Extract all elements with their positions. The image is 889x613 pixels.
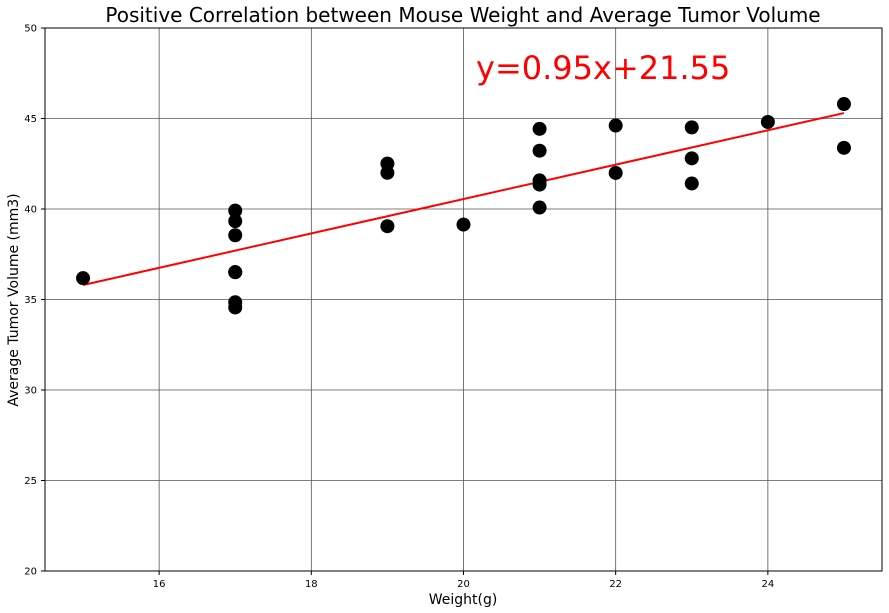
data-point: [532, 200, 547, 215]
data-point: [380, 219, 395, 234]
plot-frame: [44, 27, 883, 572]
y-axis-label: Average Tumor Volume (mm3): [6, 193, 22, 406]
data-point: [532, 121, 547, 136]
axis-ticks: 16 18 20 22 24 20 25 30 35 40 45 50: [24, 24, 774, 591]
y-tick-label: 20: [24, 567, 37, 578]
data-point: [228, 228, 243, 243]
x-tick-label: 24: [761, 579, 774, 590]
data-point: [228, 203, 243, 218]
y-tick-label: 30: [24, 386, 37, 397]
x-tick-label: 18: [305, 579, 318, 590]
data-point: [608, 165, 623, 180]
data-point: [228, 300, 243, 315]
data-point: [608, 118, 623, 133]
data-point: [684, 120, 699, 135]
data-point: [684, 151, 699, 166]
regression-equation: y=0.95x+21.55: [476, 49, 730, 87]
y-tick-label: 50: [24, 24, 37, 35]
x-tick-label: 20: [457, 579, 470, 590]
data-point: [760, 114, 775, 129]
y-tick-label: 25: [24, 476, 37, 487]
data-point: [228, 214, 243, 229]
data-point: [532, 177, 547, 192]
x-tick-label: 22: [609, 579, 622, 590]
chart-title: Positive Correlation between Mouse Weigh…: [105, 3, 820, 27]
y-tick-label: 40: [24, 205, 37, 216]
data-points: [76, 97, 851, 315]
data-point: [836, 97, 851, 112]
regression-line: [82, 112, 845, 286]
x-tick-label: 16: [153, 579, 166, 590]
y-tick-label: 35: [24, 295, 37, 306]
x-axis-label: Weight(g): [429, 592, 498, 608]
data-point: [228, 265, 243, 280]
grid-lines: [45, 28, 882, 571]
regression-line-group: [82, 112, 845, 286]
y-tick-label: 45: [24, 114, 37, 125]
data-point: [456, 217, 471, 232]
data-point: [380, 165, 395, 180]
data-point: [532, 143, 547, 158]
data-point: [836, 140, 851, 155]
data-point: [76, 271, 91, 286]
data-point: [684, 176, 699, 191]
